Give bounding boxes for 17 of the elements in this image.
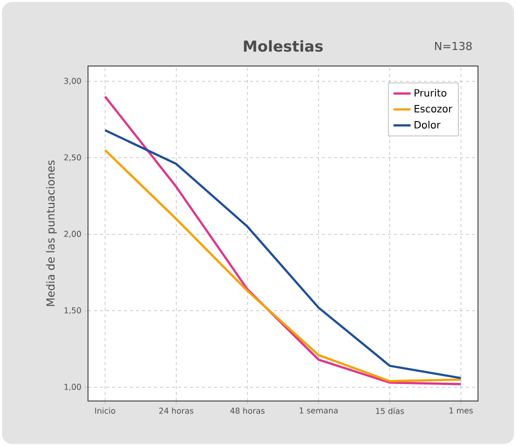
x-tick-label: Inicio <box>95 408 116 414</box>
x-tick-label: 24 horas <box>159 408 194 414</box>
x-tick-label: 1 mes <box>450 408 473 414</box>
legend-label: Escozor <box>414 105 452 112</box>
y-tick-label: 2,50 <box>64 154 81 162</box>
legend-label: Dolor <box>414 120 441 129</box>
x-tick-label: 1 semana <box>300 408 338 414</box>
x-tick-label: 48 horas <box>230 408 265 414</box>
y-tick-label: 1,00 <box>64 384 81 391</box>
y-tick-label: 3,00 <box>64 78 81 85</box>
text: N=138 <box>435 42 472 50</box>
y-axis-title: Media de las puntuaciones <box>46 160 57 306</box>
x-tick-label: 15 días <box>376 408 404 414</box>
chart-title: Molestias <box>244 40 323 52</box>
y-tick-label: 1,50 <box>64 307 81 314</box>
legend-label: Prurito <box>414 88 446 97</box>
y-tick-label: 2,00 <box>64 230 81 238</box>
